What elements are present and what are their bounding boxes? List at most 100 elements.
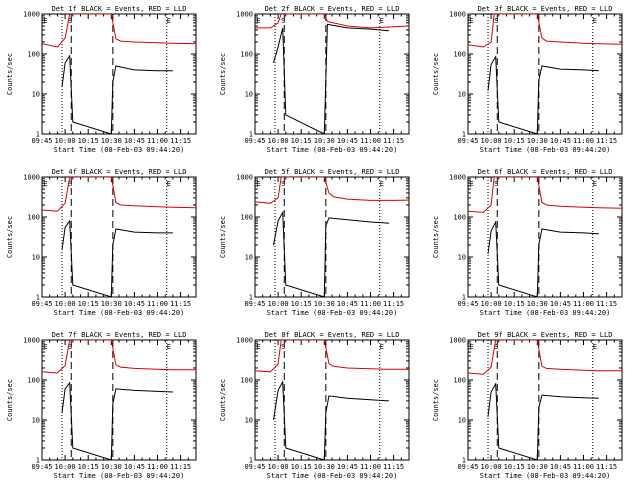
x-tick-label: 10:15	[291, 463, 312, 471]
interval-marker-label: E	[44, 17, 48, 25]
panel-title: Det 4f BLACK = Events, RED = LLD	[52, 168, 187, 176]
interval-marker-label: E	[44, 343, 48, 351]
y-tick-label: 1000	[449, 174, 466, 182]
x-tick-label: 09:45	[244, 463, 265, 471]
x-tick-label: 10:15	[504, 300, 525, 308]
panel-det-3: Det 3f BLACK = Events, RED = LLD 1 10 100 10…	[432, 5, 623, 154]
x-tick-label: 10:00	[55, 137, 76, 145]
x-tick-label: 10:30	[101, 137, 122, 145]
y-axis-label: Counts/sec	[432, 379, 440, 421]
plot-frame	[467, 339, 623, 461]
panel-det-8: Det 8f BLACK = Events, RED = LLD 1 10 100 10…	[219, 331, 410, 480]
y-tick-label: 100	[240, 377, 253, 385]
x-tick-label: 10:30	[314, 137, 335, 145]
x-tick-label: 10:30	[527, 463, 548, 471]
x-tick-label: 09:45	[31, 463, 52, 471]
series-lld-line	[42, 14, 196, 48]
y-tick-label: 10	[458, 254, 466, 262]
y-axis-label: Counts/sec	[219, 53, 227, 95]
x-tick-label: 10:30	[314, 300, 335, 308]
panel-det-9: Det 9f BLACK = Events, RED = LLD 1 10 100 10…	[432, 331, 623, 480]
x-tick-label: 09:45	[457, 463, 478, 471]
interval-marker-label: S	[494, 343, 498, 351]
x-tick-label: 10:00	[481, 300, 502, 308]
interval-marker-label: E	[167, 180, 171, 188]
x-tick-label: 11:15	[383, 137, 404, 145]
x-axis-label: Start Time (08-Feb-03 09:44:20)	[480, 472, 611, 480]
interval-marker-label: S	[494, 180, 498, 188]
x-tick-label: 09:45	[31, 137, 52, 145]
y-tick-label: 1000	[449, 337, 466, 345]
y-tick-label: 100	[240, 51, 253, 59]
series-events-line	[273, 210, 390, 297]
series-events-line	[487, 382, 599, 460]
y-tick-label: 100	[240, 214, 253, 222]
interval-marker-label: E	[470, 17, 474, 25]
series-lld-line	[468, 177, 622, 213]
y-tick-label: 1	[249, 131, 253, 139]
x-tick-label: 11:00	[573, 137, 594, 145]
interval-marker-label: E	[593, 17, 597, 25]
x-tick-label: 10:00	[268, 300, 289, 308]
plot-frame	[254, 13, 410, 135]
series-events-line	[61, 54, 173, 134]
x-axis-label: Start Time (08-Feb-03 09:44:20)	[54, 472, 185, 480]
interval-marker-label: E	[593, 343, 597, 351]
y-tick-label: 1000	[236, 11, 253, 19]
interval-marker-label: E	[470, 343, 474, 351]
panel-title: Det 1f BLACK = Events, RED = LLD	[52, 5, 187, 13]
x-tick-label: 10:45	[550, 137, 571, 145]
x-tick-label: 11:15	[383, 300, 404, 308]
series-lld-line	[42, 177, 196, 212]
series-events-line	[487, 220, 599, 297]
panel-title: Det 3f BLACK = Events, RED = LLD	[478, 5, 613, 13]
x-tick-label: 11:00	[360, 300, 381, 308]
y-tick-label: 1	[36, 294, 40, 302]
x-tick-label: 10:30	[527, 300, 548, 308]
plot-frame	[41, 176, 197, 298]
x-tick-label: 11:15	[170, 137, 191, 145]
interval-marker-label: E	[167, 343, 171, 351]
x-tick-label: 11:00	[147, 137, 168, 145]
y-tick-label: 100	[27, 51, 40, 59]
x-tick-label: 10:45	[337, 137, 358, 145]
x-tick-label: 09:45	[457, 300, 478, 308]
series-events-line	[273, 379, 390, 460]
x-axis-label: Start Time (08-Feb-03 09:44:20)	[267, 146, 398, 154]
panel-title: Det 7f BLACK = Events, RED = LLD	[52, 331, 187, 339]
interval-marker-label: E	[167, 17, 171, 25]
x-tick-label: 10:00	[55, 463, 76, 471]
interval-marker-label: S	[68, 17, 72, 25]
x-tick-label: 11:00	[147, 300, 168, 308]
panel-title: Det 8f BLACK = Events, RED = LLD	[265, 331, 400, 339]
x-tick-label: 10:00	[55, 300, 76, 308]
x-tick-label: 09:45	[244, 137, 265, 145]
x-tick-label: 10:00	[481, 463, 502, 471]
panel-det-2: Det 2f BLACK = Events, RED = LLD 1 10 100 10…	[219, 5, 410, 154]
panel-det-5: Det 5f BLACK = Events, RED = LLD 1 10 100 10…	[219, 168, 410, 317]
x-tick-label: 09:45	[244, 300, 265, 308]
series-lld-line	[255, 340, 409, 373]
panel-title: Det 6f BLACK = Events, RED = LLD	[478, 168, 613, 176]
y-tick-label: 10	[245, 417, 253, 425]
x-tick-label: 10:30	[101, 300, 122, 308]
x-tick-label: 10:45	[124, 300, 145, 308]
x-tick-label: 10:15	[78, 463, 99, 471]
panel-det-4: Det 4f BLACK = Events, RED = LLD 1 10 100 10…	[6, 168, 197, 317]
interval-marker-label: E	[257, 180, 261, 188]
x-axis-label: Start Time (08-Feb-03 09:44:20)	[267, 309, 398, 317]
y-axis-label: Counts/sec	[432, 216, 440, 258]
x-axis-label: Start Time (08-Feb-03 09:44:20)	[480, 309, 611, 317]
series-events-line	[487, 55, 599, 134]
series-events-line	[61, 219, 173, 297]
panel-det-1: Det 1f BLACK = Events, RED = LLD 1 10 100 10…	[6, 5, 197, 154]
y-tick-label: 1000	[23, 174, 40, 182]
x-axis-label: Start Time (08-Feb-03 09:44:20)	[267, 472, 398, 480]
x-tick-label: 11:15	[170, 463, 191, 471]
y-tick-label: 1000	[23, 11, 40, 19]
y-tick-label: 1000	[236, 174, 253, 182]
x-tick-label: 11:15	[596, 137, 617, 145]
x-tick-label: 10:30	[101, 463, 122, 471]
x-tick-label: 11:15	[596, 300, 617, 308]
y-tick-label: 100	[453, 51, 466, 59]
